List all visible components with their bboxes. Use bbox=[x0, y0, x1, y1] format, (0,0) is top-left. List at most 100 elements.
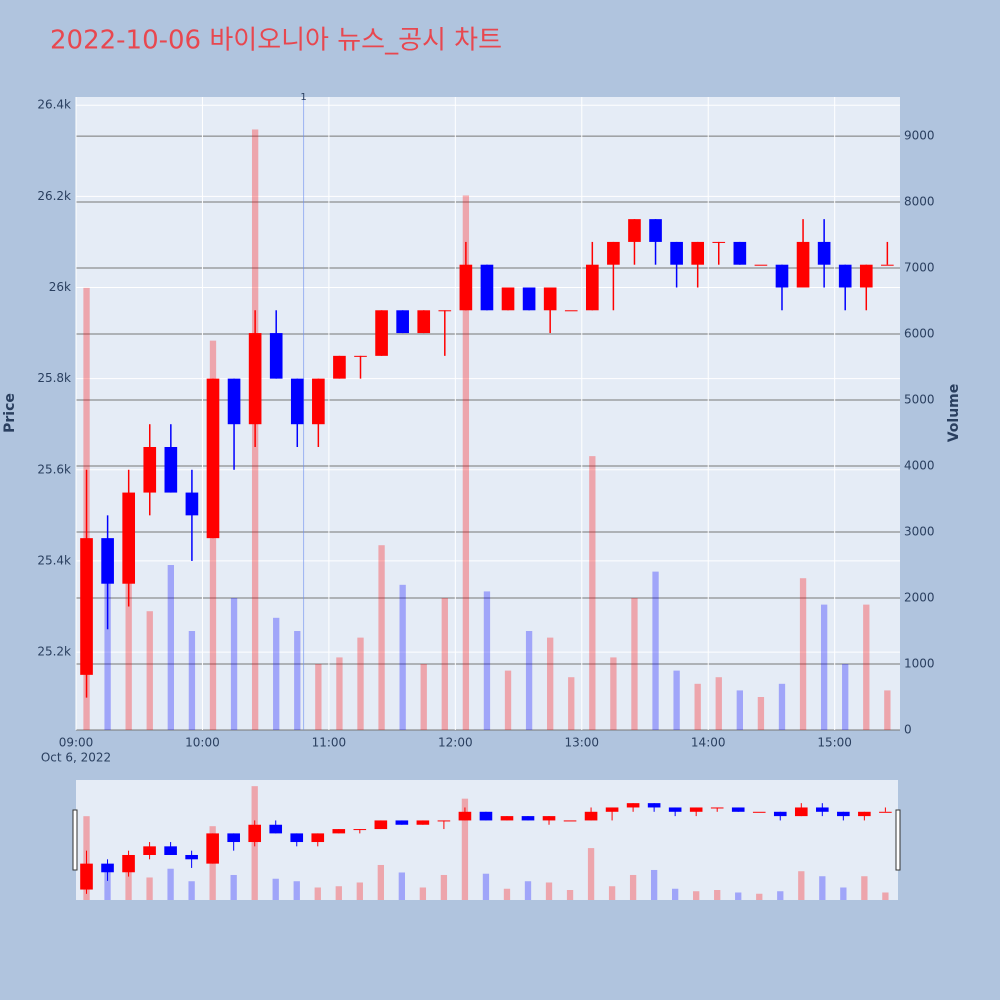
volume-bar bbox=[273, 617, 280, 730]
volume-bar bbox=[503, 888, 511, 900]
y2-tick-label: 6000 bbox=[904, 327, 935, 341]
volume-bar bbox=[167, 565, 174, 730]
candle-body bbox=[80, 538, 93, 675]
volume-bar bbox=[882, 892, 889, 900]
volume-bar bbox=[335, 886, 342, 900]
volume-bar bbox=[356, 882, 363, 900]
candle-body bbox=[248, 824, 262, 843]
volume-bar bbox=[566, 889, 574, 900]
candle-body bbox=[838, 264, 852, 288]
candle-body bbox=[858, 811, 871, 817]
x-tick-label: 09:00 bbox=[59, 736, 94, 750]
volume-bar bbox=[504, 670, 512, 730]
candle-body bbox=[437, 820, 451, 822]
candle-body bbox=[752, 811, 766, 813]
volume-bar bbox=[568, 677, 575, 730]
volume-bar bbox=[336, 657, 343, 730]
volume-bar bbox=[398, 872, 406, 900]
candle-body bbox=[312, 378, 325, 425]
volume-bar bbox=[631, 598, 638, 730]
volume-bar bbox=[673, 670, 680, 730]
volume-bar bbox=[462, 195, 470, 730]
volume-bar bbox=[440, 874, 448, 900]
annotation-label: 1 bbox=[300, 92, 306, 103]
volume-bar bbox=[757, 697, 765, 730]
candle-body bbox=[796, 241, 810, 288]
volume-bar bbox=[167, 868, 174, 900]
y2-tick-label: 2000 bbox=[904, 591, 935, 605]
volume-bar bbox=[293, 881, 300, 900]
volume-bar bbox=[798, 871, 805, 900]
y-tick-label: 26.2k bbox=[37, 189, 71, 203]
volume-bar bbox=[461, 798, 469, 900]
x-sub-label: Oct 6, 2022 bbox=[41, 751, 111, 765]
y2-tick-label: 7000 bbox=[904, 261, 935, 275]
candle-body bbox=[626, 803, 640, 808]
y2-tick-label: 0 bbox=[904, 723, 912, 737]
chart-title: 2022-10-06 바이오니아 뉴스_공시 차트 bbox=[50, 26, 502, 56]
volume-bar bbox=[608, 886, 616, 900]
y-tick-label: 26.4k bbox=[37, 98, 71, 112]
candle-body bbox=[416, 820, 430, 825]
candle-body bbox=[479, 811, 493, 821]
volume-bar bbox=[693, 891, 700, 900]
volume-bar bbox=[419, 887, 427, 900]
candle-body bbox=[500, 816, 514, 821]
candle-body bbox=[164, 846, 177, 855]
candle-body bbox=[269, 333, 283, 379]
volume-bar bbox=[525, 631, 533, 730]
candle-body bbox=[522, 287, 536, 311]
volume-bar bbox=[547, 637, 554, 730]
x-tick-label: 12:00 bbox=[438, 736, 473, 750]
slider-handle[interactable] bbox=[72, 809, 78, 871]
candle-body bbox=[396, 310, 409, 334]
candle-body bbox=[459, 264, 473, 311]
candle-body bbox=[438, 310, 452, 312]
volume-bar bbox=[104, 867, 111, 900]
volume-bar bbox=[482, 873, 490, 900]
volume-bar bbox=[545, 882, 553, 900]
volume-bar bbox=[799, 578, 807, 730]
y-tick-label: 25.6k bbox=[37, 462, 71, 476]
y2-tick-label: 1000 bbox=[904, 657, 935, 671]
candle-body bbox=[775, 264, 789, 288]
candle-body bbox=[670, 241, 683, 265]
candle-body bbox=[101, 863, 114, 873]
volume-bar bbox=[483, 591, 491, 730]
candle-body bbox=[543, 287, 557, 311]
candle-body bbox=[122, 492, 136, 584]
volume-bar bbox=[778, 683, 786, 730]
candle-body bbox=[564, 310, 578, 312]
candle-body bbox=[691, 241, 705, 265]
volume-bar bbox=[125, 868, 132, 900]
candle-body bbox=[374, 820, 388, 830]
candle-body bbox=[647, 803, 661, 808]
candle-body bbox=[585, 264, 599, 311]
candle-body bbox=[816, 807, 829, 812]
candle-body bbox=[710, 807, 724, 809]
candle-body bbox=[311, 833, 325, 843]
candle-body bbox=[733, 241, 747, 265]
x-tick-label: 15:00 bbox=[817, 736, 852, 750]
volume-bar bbox=[420, 664, 427, 730]
y2-tick-label: 3000 bbox=[904, 525, 935, 539]
volume-bar bbox=[146, 611, 153, 730]
volume-bar bbox=[104, 558, 111, 730]
candle-body bbox=[605, 807, 619, 812]
candle-body bbox=[521, 816, 535, 821]
volume-bar bbox=[294, 631, 301, 730]
candle-body bbox=[185, 492, 199, 516]
candle-body bbox=[395, 820, 409, 825]
slider-handle[interactable] bbox=[895, 809, 901, 871]
candle-body bbox=[712, 241, 726, 243]
candle-body bbox=[628, 219, 641, 242]
volume-bar bbox=[652, 571, 659, 730]
volume-bar bbox=[884, 690, 891, 730]
volume-bar bbox=[378, 545, 385, 730]
volume-bar bbox=[819, 876, 826, 900]
y-axis-title: Price bbox=[2, 393, 18, 433]
candle-body bbox=[290, 833, 304, 843]
candle-body bbox=[206, 833, 219, 864]
candle-body bbox=[731, 807, 745, 812]
volume-bar bbox=[188, 631, 196, 730]
